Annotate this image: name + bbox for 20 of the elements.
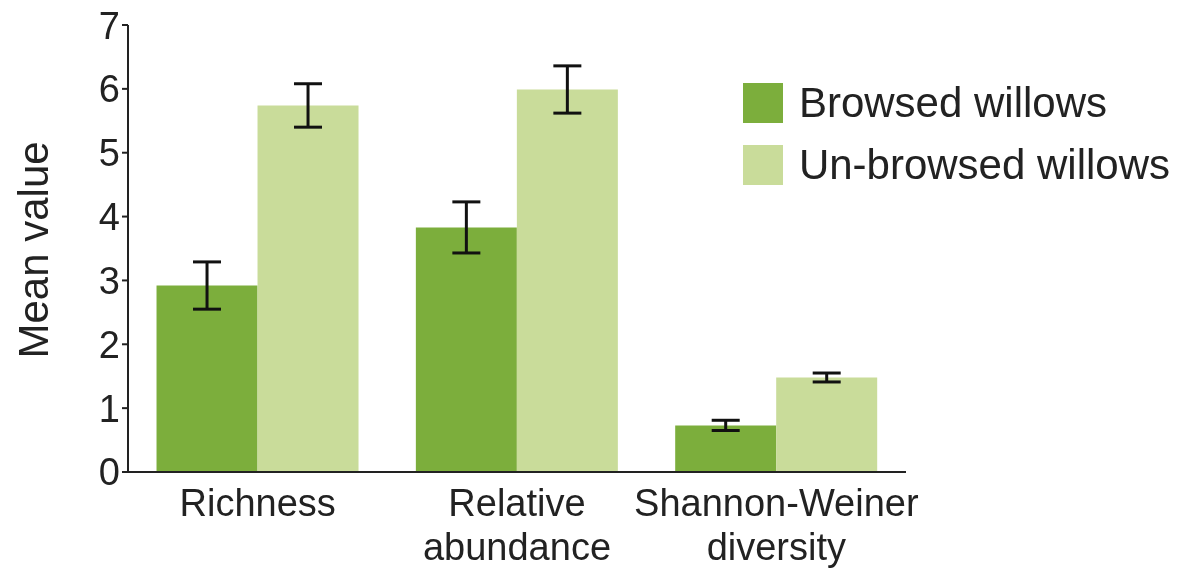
x-tick-label: Richness <box>179 482 336 525</box>
legend-label: Browsed willows <box>798 79 1107 127</box>
bar <box>776 377 878 472</box>
y-tick-label: 1 <box>98 387 120 430</box>
bar <box>257 105 359 472</box>
legend-label: Un-browsed willows <box>798 141 1170 189</box>
bar <box>675 425 777 472</box>
bar <box>415 227 517 472</box>
bar <box>516 89 618 472</box>
y-tick-label: 2 <box>98 323 120 366</box>
y-tick-label: 7 <box>98 4 120 47</box>
bar <box>156 285 258 472</box>
y-tick-label: 3 <box>98 259 120 302</box>
y-tick-label: 5 <box>98 132 120 175</box>
x-tick-label: Shannon-Weiner diversity <box>634 482 919 568</box>
y-tick-label: 0 <box>98 451 120 494</box>
x-tick-label: Relative abundance <box>422 482 612 568</box>
y-axis-title: Mean value <box>9 141 57 359</box>
y-tick-label: 4 <box>98 196 120 239</box>
y-tick-label: 6 <box>98 68 120 111</box>
